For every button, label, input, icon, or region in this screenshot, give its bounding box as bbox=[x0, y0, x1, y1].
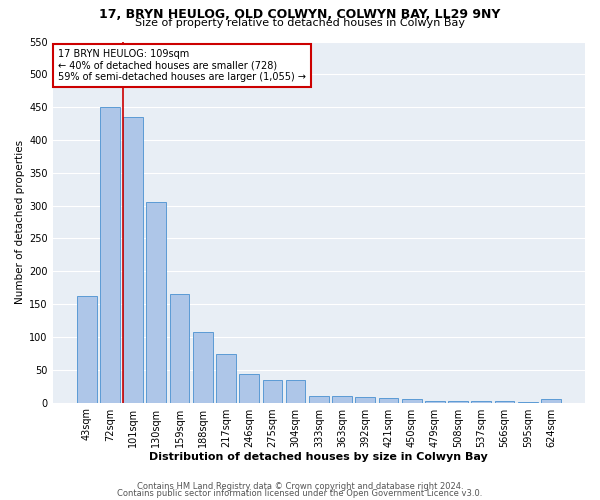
Text: 17 BRYN HEULOG: 109sqm
← 40% of detached houses are smaller (728)
59% of semi-de: 17 BRYN HEULOG: 109sqm ← 40% of detached… bbox=[58, 48, 306, 82]
Bar bbox=[193, 332, 212, 402]
Bar bbox=[263, 380, 282, 402]
Text: Contains HM Land Registry data © Crown copyright and database right 2024.: Contains HM Land Registry data © Crown c… bbox=[137, 482, 463, 491]
Text: Size of property relative to detached houses in Colwyn Bay: Size of property relative to detached ho… bbox=[135, 18, 465, 28]
Bar bbox=[541, 400, 561, 402]
Bar bbox=[425, 400, 445, 402]
Bar bbox=[146, 202, 166, 402]
Bar bbox=[309, 396, 329, 402]
Bar bbox=[379, 398, 398, 402]
Text: 17, BRYN HEULOG, OLD COLWYN, COLWYN BAY, LL29 9NY: 17, BRYN HEULOG, OLD COLWYN, COLWYN BAY,… bbox=[100, 8, 500, 20]
Bar bbox=[355, 398, 375, 402]
Bar bbox=[239, 374, 259, 402]
Bar bbox=[77, 296, 97, 403]
X-axis label: Distribution of detached houses by size in Colwyn Bay: Distribution of detached houses by size … bbox=[149, 452, 488, 462]
Text: Contains public sector information licensed under the Open Government Licence v3: Contains public sector information licen… bbox=[118, 489, 482, 498]
Bar bbox=[216, 354, 236, 403]
Bar bbox=[123, 117, 143, 403]
Bar bbox=[402, 400, 422, 402]
Bar bbox=[286, 380, 305, 402]
Bar bbox=[100, 107, 120, 403]
Bar bbox=[332, 396, 352, 402]
Bar bbox=[170, 294, 190, 403]
Y-axis label: Number of detached properties: Number of detached properties bbox=[15, 140, 25, 304]
